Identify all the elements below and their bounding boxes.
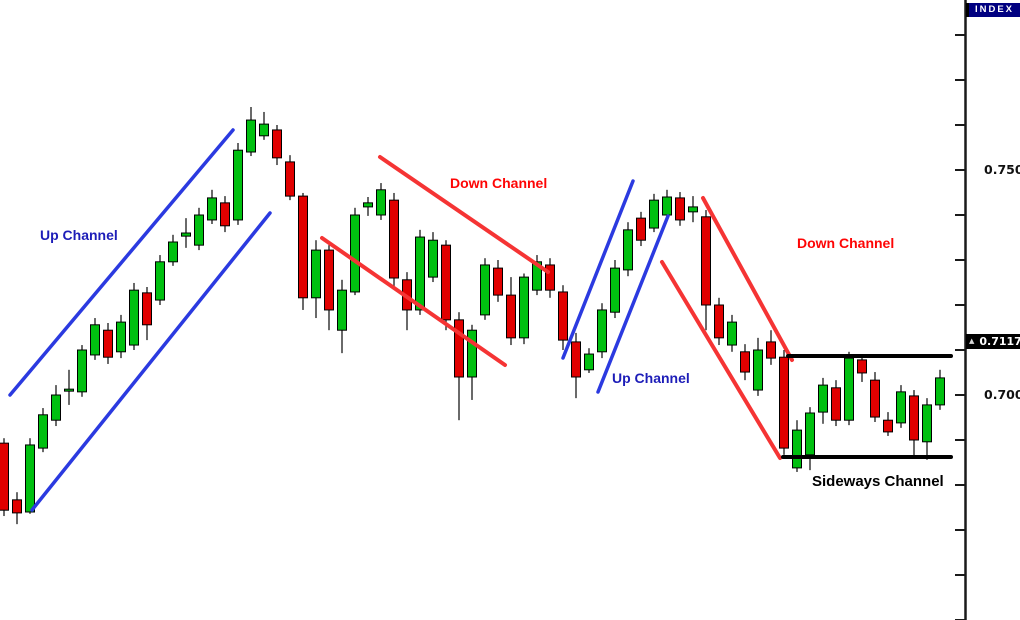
candle-bearish: [506, 294, 516, 339]
candle-bullish: [116, 321, 126, 353]
annotation-down-channel-2: Down Channel: [797, 235, 895, 251]
candle-bearish: [454, 319, 464, 378]
candle-bullish: [90, 324, 100, 356]
candle-bullish: [480, 264, 490, 316]
candle-bullish: [818, 384, 828, 413]
candle-bullish: [935, 377, 945, 406]
candle-bullish: [259, 123, 269, 137]
down-channel-1-lower-line: [320, 236, 507, 367]
annotation-up-channel-2: Up Channel: [612, 370, 690, 386]
annotation-down-channel-1: Down Channel: [450, 175, 548, 191]
candle-bullish: [688, 206, 698, 213]
candle-bearish: [493, 267, 503, 296]
candle-bearish: [558, 291, 568, 341]
candle-bullish: [649, 199, 659, 229]
candle-bullish: [350, 214, 360, 293]
candle-bullish: [727, 321, 737, 346]
up-channel-2-lower-line: [596, 214, 670, 394]
candle-bearish: [909, 395, 919, 441]
candle-bullish: [194, 214, 204, 246]
candle-bullish: [662, 196, 672, 216]
price-marker-value: 0.7117: [979, 335, 1020, 349]
candle-bullish: [584, 353, 594, 371]
candle-bearish: [766, 341, 776, 359]
candle-bearish: [285, 161, 295, 197]
candle-bullish: [753, 349, 763, 391]
up-channel-1-lower-line: [30, 211, 272, 512]
candle-bearish: [636, 217, 646, 241]
annotation-sideways-channel: Sideways Channel: [812, 473, 944, 490]
candle-bullish: [376, 189, 386, 216]
candle-bullish: [181, 232, 191, 237]
annotation-up-channel-1: Up Channel: [40, 227, 118, 243]
candle-bullish: [805, 412, 815, 456]
candle-bearish: [324, 249, 334, 311]
candle-bullish: [168, 241, 178, 263]
up-channel-1-upper-line: [8, 128, 235, 397]
candle-bearish: [0, 442, 9, 511]
candle-bearish: [441, 244, 451, 321]
candle-bearish: [272, 129, 282, 159]
candle-bullish: [415, 236, 425, 311]
candle-bearish: [714, 304, 724, 339]
candle-bullish: [51, 394, 61, 421]
candle-bullish: [25, 444, 35, 513]
candle-bearish: [142, 292, 152, 326]
candle-bearish: [831, 387, 841, 421]
candle-bullish: [623, 229, 633, 271]
candle-bearish: [103, 329, 113, 358]
candle-bearish: [12, 499, 22, 514]
candle-bearish: [740, 351, 750, 373]
candle-bullish: [77, 349, 87, 393]
candle-bullish: [207, 197, 217, 221]
candle-bearish: [857, 359, 867, 374]
candle-bullish: [428, 239, 438, 278]
candle-bearish: [779, 356, 789, 449]
down-channel-2-upper-line: [701, 196, 794, 362]
candle-bullish: [337, 289, 347, 331]
candle-bullish: [467, 329, 477, 378]
candle-bullish: [311, 249, 321, 299]
candle-bullish: [844, 357, 854, 421]
candle-bullish: [792, 429, 802, 469]
candle-bullish: [64, 388, 74, 392]
candle-bearish: [883, 419, 893, 433]
candle-bullish: [38, 414, 48, 449]
candle-bearish: [675, 197, 685, 221]
candle-bullish: [233, 149, 243, 221]
candle-bullish: [519, 276, 529, 339]
candle-bullish: [129, 289, 139, 346]
candle-bullish: [597, 309, 607, 353]
marker-up-triangle-icon: ▲: [969, 337, 975, 346]
candle-bearish: [571, 341, 581, 378]
candle-bullish: [922, 404, 932, 443]
candle-bearish: [545, 264, 555, 291]
candle-bullish: [532, 261, 542, 291]
down-channel-2-lower-line: [660, 260, 782, 460]
candle-bearish: [220, 202, 230, 227]
instrument-badge: INDEX: [966, 3, 1020, 17]
down-channel-1-upper-line: [378, 155, 550, 274]
y-axis-label-07000: 0.7000: [984, 387, 1020, 402]
candle-bullish: [896, 391, 906, 424]
candle-bearish: [870, 379, 880, 418]
candle-bearish: [389, 199, 399, 279]
up-channel-2-upper-line: [561, 179, 635, 360]
candle-bearish: [298, 195, 308, 299]
candle-bullish: [363, 202, 373, 208]
candle-bearish: [701, 216, 711, 306]
candle-bullish: [155, 261, 165, 301]
price-marker: ▲ 0.7117: [966, 334, 1020, 350]
candle-bullish: [246, 119, 256, 153]
candle-bullish: [610, 267, 620, 313]
